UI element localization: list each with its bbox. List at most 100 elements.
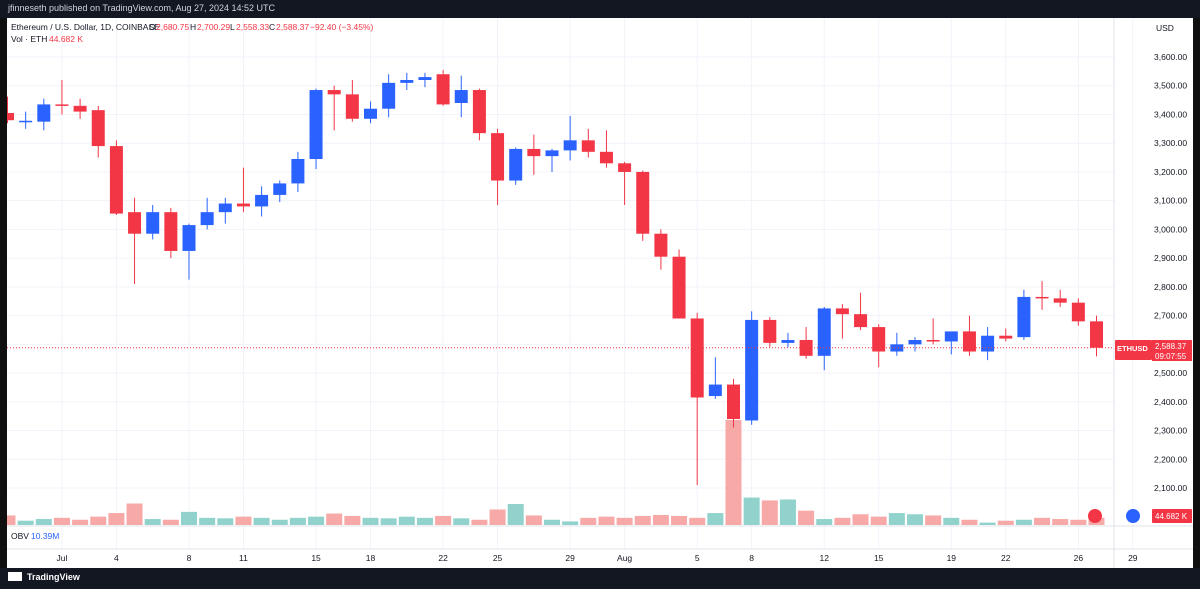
price-tick-label: 3,000.00: [1154, 224, 1187, 234]
volume-bar: [544, 519, 560, 525]
volume-bar: [634, 515, 651, 525]
candle-body: [345, 94, 359, 119]
volume-bars: [7, 420, 1105, 525]
candle-body: [799, 340, 813, 356]
candle-body: [255, 194, 269, 207]
legend-open-label: O: [149, 22, 156, 32]
time-tick-label: 19: [947, 553, 957, 563]
candle-body: [745, 319, 759, 421]
candle-body: [654, 233, 668, 257]
candle-body: [164, 212, 178, 251]
legend-obv-label: OBV: [11, 531, 29, 541]
tradingview-logo[interactable]: TradingView: [8, 572, 80, 582]
candle-body: [636, 171, 650, 234]
price-tick-label: 2,800.00: [1154, 282, 1187, 292]
volume-bar: [525, 515, 542, 525]
candle-body: [91, 110, 105, 147]
candle-body: [472, 90, 486, 134]
candlestick-chart[interactable]: Ethereum / U.S. Dollar, 1D, COINBASE O 2…: [7, 18, 1193, 568]
symbol-tag-bg: [1115, 342, 1151, 353]
legend-symbol-title: Ethereum / U.S. Dollar, 1D, COINBASE: [11, 22, 160, 32]
candle-body: [926, 340, 940, 342]
time-tick-label: Jul: [57, 553, 68, 563]
price-tick-label: 3,500.00: [1154, 81, 1187, 91]
time-axis[interactable]: Jul 4 8 11 15 18 22 25 29 Aug 5 8 12 15 19 22 26 29: [57, 553, 1138, 563]
candle-body: [364, 108, 377, 119]
volume-bar: [344, 515, 361, 525]
price-tick-label: 2,900.00: [1154, 253, 1187, 263]
candle-body: [200, 212, 214, 226]
price-axis[interactable]: USD 3,600.00 3,500.00 3,400.00 3,300.00 3,20…: [1154, 23, 1187, 493]
volume-bar: [308, 516, 325, 525]
volume-bar: [1015, 519, 1032, 525]
volume-bar: [616, 517, 633, 525]
candle-body: [400, 79, 414, 83]
volume-bar: [979, 522, 996, 525]
candle-body: [418, 77, 432, 80]
candle-body: [890, 344, 904, 352]
time-tick-label: 8: [749, 553, 754, 563]
volume-bar: [17, 520, 34, 525]
candle-body: [327, 90, 341, 95]
published-bar: jfinneseth published on TradingView.com,…: [0, 0, 1200, 18]
price-tick-label: 2,300.00: [1154, 426, 1187, 436]
gridlines: [7, 18, 1134, 549]
volume-bar: [35, 519, 52, 525]
candle-body: [128, 212, 142, 234]
volume-bar: [144, 519, 161, 525]
candle-body: [436, 74, 450, 105]
candle-body: [182, 225, 196, 251]
legend-high-value: 2,700.29: [197, 22, 230, 32]
volume-bar: [489, 509, 506, 525]
currency-label[interactable]: USD: [1156, 23, 1174, 33]
volume-tag-bg: [1152, 509, 1192, 523]
candle-body: [708, 384, 722, 397]
candle-body: [146, 212, 160, 234]
volume-bar: [943, 517, 960, 525]
volume-bar: [743, 497, 760, 525]
candle-body: [236, 203, 250, 207]
candle-body: [273, 183, 287, 195]
volume-bar: [1034, 517, 1051, 525]
volume-bar: [852, 514, 869, 525]
volume-bar: [199, 517, 216, 525]
volume-bar: [816, 519, 833, 525]
time-tick-label: 29: [1128, 553, 1138, 563]
candle-body: [781, 340, 795, 343]
volume-bar: [380, 518, 397, 525]
candle-body: [618, 163, 632, 172]
candles: [7, 69, 1103, 486]
price-tick-label: 2,200.00: [1154, 454, 1187, 464]
volume-bar: [997, 520, 1014, 525]
time-tick-label: 26: [1074, 553, 1084, 563]
volume-bar: [435, 515, 452, 525]
time-tick-label: 22: [1001, 553, 1011, 563]
candle-body: [563, 140, 577, 151]
chart-panel[interactable]: Ethereum / U.S. Dollar, 1D, COINBASE O 2…: [7, 18, 1193, 568]
volume-bar: [398, 516, 415, 525]
alert-icon[interactable]: [1088, 509, 1102, 523]
volume-bar: [961, 519, 978, 525]
volume-bar: [235, 516, 252, 525]
candle-body: [944, 331, 958, 342]
price-tick-label: 2,700.00: [1154, 311, 1187, 321]
tradingview-brand: TradingView: [27, 572, 80, 582]
legend-volume-label: Vol · ETH: [11, 34, 47, 44]
time-tick-label: 5: [695, 553, 700, 563]
volume-bar: [725, 420, 742, 525]
candle-body: [817, 308, 831, 356]
volume-bar: [834, 517, 851, 525]
time-tick-label: 22: [438, 553, 448, 563]
volume-bar: [888, 513, 905, 525]
volume-bar: [217, 518, 234, 525]
volume-bar: [580, 517, 597, 525]
flag-icon[interactable]: [1126, 509, 1140, 523]
volume-bar: [1052, 519, 1069, 525]
legend-change: −92.40 (−3.45%): [310, 22, 373, 32]
price-tick-label: 2,100.00: [1154, 483, 1187, 493]
legend-low-label: L: [230, 22, 235, 32]
candle-body: [545, 150, 559, 157]
volume-bar: [471, 519, 488, 525]
volume-bar: [253, 517, 270, 525]
volume-bar: [181, 511, 197, 525]
